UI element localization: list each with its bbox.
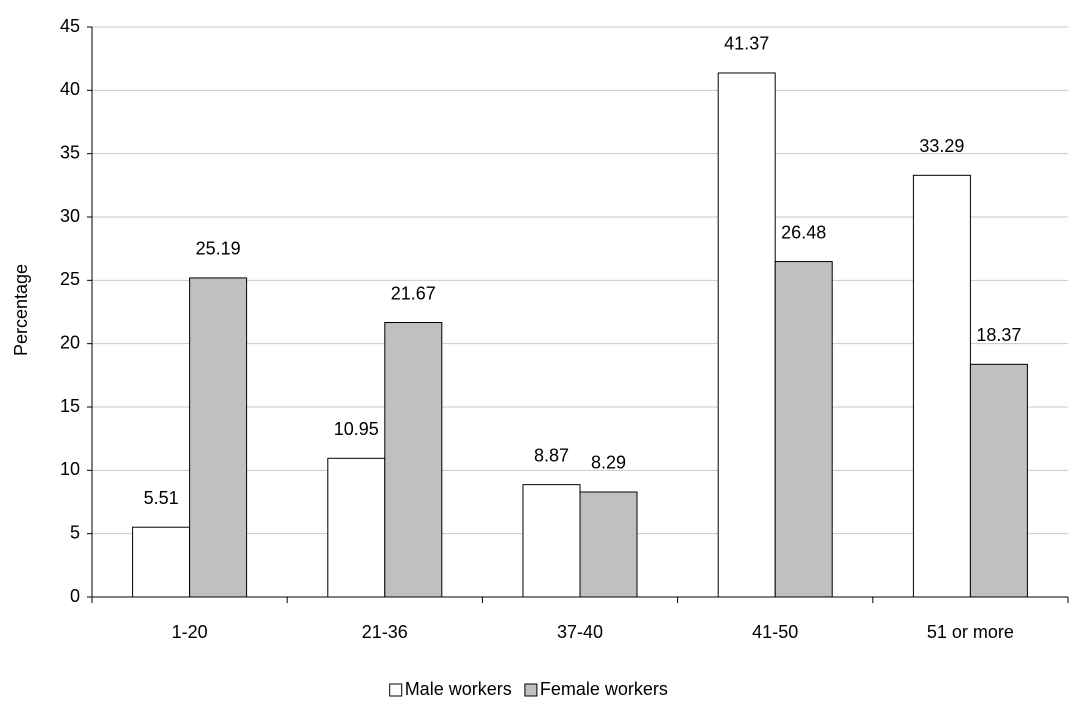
bar [717, 72, 776, 598]
legend-swatch [524, 683, 538, 697]
bar [912, 174, 971, 598]
x-tick-label: 41-50 [752, 622, 798, 642]
value-label: 18.37 [976, 325, 1021, 345]
legend-label: Female workers [540, 679, 668, 699]
value-label: 8.87 [534, 445, 569, 465]
y-tick-label: 25 [60, 269, 80, 289]
value-label: 5.51 [144, 488, 179, 508]
legend-label: Male workers [405, 679, 512, 699]
value-label: 8.29 [591, 453, 626, 473]
value-label: 25.19 [196, 239, 241, 259]
bar [189, 277, 248, 598]
bar [774, 261, 833, 598]
x-tick-label: 37-40 [557, 622, 603, 642]
y-tick-label: 5 [70, 522, 80, 542]
y-tick-label: 40 [60, 79, 80, 99]
y-tick-label: 0 [70, 586, 80, 606]
x-tick-label: 51 or more [927, 622, 1014, 642]
y-axis-label: Percentage [11, 264, 31, 356]
value-label: 21.67 [391, 283, 436, 303]
value-label: 10.95 [334, 419, 379, 439]
bar [132, 526, 191, 598]
legend-swatch [389, 683, 403, 697]
value-label: 41.37 [724, 34, 769, 54]
value-label: 33.29 [919, 136, 964, 156]
y-tick-label: 20 [60, 332, 80, 352]
y-tick-label: 15 [60, 396, 80, 416]
bar [969, 363, 1028, 598]
bar [522, 484, 581, 598]
y-tick-label: 10 [60, 459, 80, 479]
y-tick-label: 30 [60, 206, 80, 226]
x-tick-label: 1-20 [172, 622, 208, 642]
x-tick-label: 21-36 [362, 622, 408, 642]
value-label: 26.48 [781, 222, 826, 242]
y-tick-label: 45 [60, 16, 80, 36]
bar [384, 322, 443, 598]
bar [327, 457, 386, 598]
y-tick-label: 35 [60, 142, 80, 162]
bar [579, 491, 638, 598]
